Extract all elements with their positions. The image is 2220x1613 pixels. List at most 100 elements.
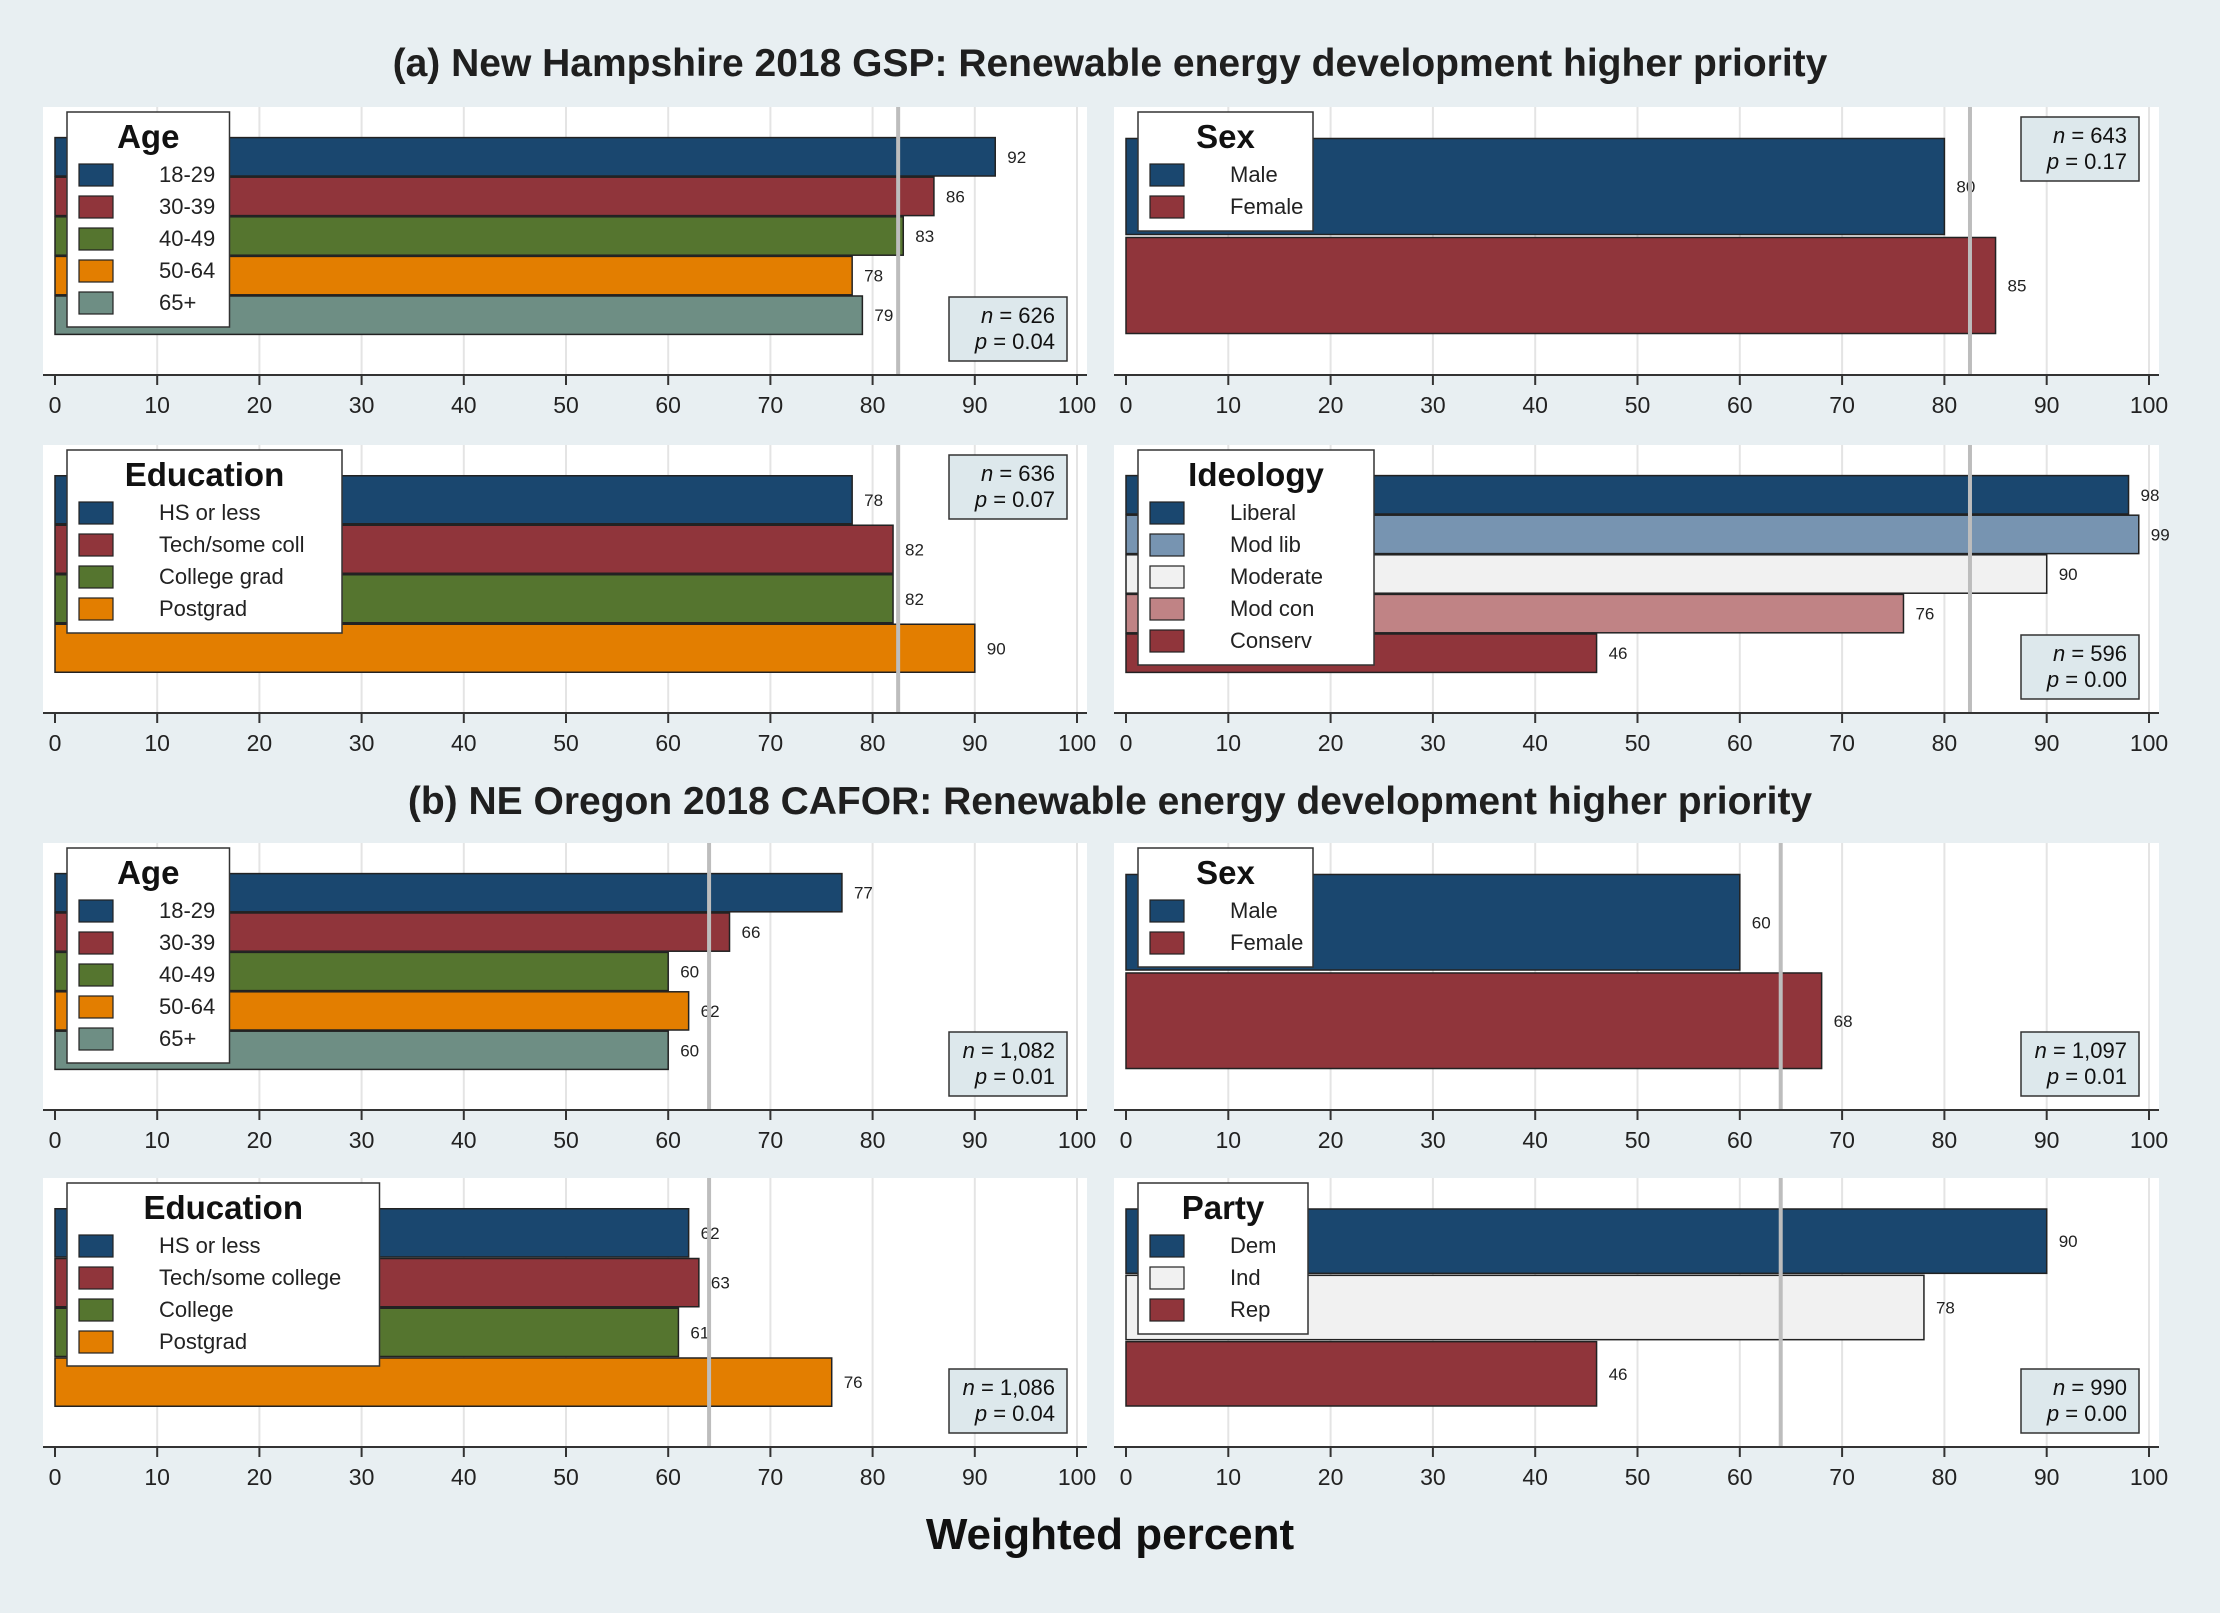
legend: Age 18-29 30-39 40-49 50-64 65+ [66, 847, 231, 1064]
x-tick-label: 90 [2034, 1127, 2060, 1153]
legend-swatch [78, 1266, 114, 1290]
legend-box [66, 1182, 381, 1367]
legend-item: College [159, 1297, 234, 1322]
legend-item: 30-39 [159, 194, 215, 219]
x-tick-label: 100 [1058, 392, 1096, 418]
x-tick-label: 100 [1058, 1464, 1096, 1490]
stats-n: n = 643 [2053, 123, 2127, 148]
x-tick-label: 30 [349, 1464, 375, 1490]
stats-p: p = 0.17 [2046, 149, 2127, 174]
x-tick-label: 40 [451, 1127, 477, 1153]
stats-box-frame [948, 1368, 1068, 1434]
bar-female [1125, 236, 1997, 335]
bar-female [1125, 972, 1823, 1070]
x-tick-label: 20 [1318, 1127, 1344, 1153]
x-tick-label: 10 [144, 392, 170, 418]
legend: Sex Male Female [1137, 847, 1314, 968]
data-label: 90 [987, 639, 1006, 658]
x-tick-label: 50 [1625, 1464, 1651, 1490]
data-label: 90 [2059, 565, 2078, 584]
legend-swatch [1149, 1298, 1185, 1322]
legend-swatch [1149, 899, 1185, 923]
legend-title: Education [143, 1189, 303, 1226]
bar-rep [1125, 1340, 1598, 1407]
x-tick-label: 0 [49, 1127, 62, 1153]
x-tick-label: 70 [1829, 730, 1855, 756]
x-tick-label: 50 [1625, 730, 1651, 756]
stats-p: p = 0.01 [974, 1064, 1055, 1089]
legend-item: Tech/some coll [159, 532, 305, 557]
legend-swatch [78, 1298, 114, 1322]
legend-swatch [78, 501, 114, 525]
stats-box-frame [948, 296, 1068, 362]
legend-swatch [1149, 931, 1185, 955]
x-tick-label: 90 [2034, 730, 2060, 756]
x-tick-label: 30 [349, 1127, 375, 1153]
panel-b-party: 90 78 46 0 10 20 30 40 50 60 70 80 90 100 Party Dem Ind R… [1114, 1178, 2168, 1490]
x-tick-label: 20 [247, 392, 273, 418]
x-tick-label: 0 [1120, 392, 1133, 418]
legend-item: Conserv [1230, 628, 1312, 653]
legend-swatch [78, 163, 114, 187]
data-label: 78 [864, 491, 883, 510]
data-label: 86 [946, 187, 965, 206]
legend-item: Female [1230, 194, 1303, 219]
data-label: 79 [874, 306, 893, 325]
x-tick-label: 60 [655, 1127, 681, 1153]
x-tick-label: 10 [144, 1464, 170, 1490]
legend-title: Sex [1196, 854, 1255, 891]
legend: Ideology Liberal Mod lib Moderate Mod con Con… [1137, 449, 1375, 666]
data-label: 90 [2059, 1232, 2078, 1251]
legend-item: Ind [1230, 1265, 1261, 1290]
legend-item: Mod lib [1230, 532, 1301, 557]
stats-box-frame [948, 1031, 1068, 1097]
stats-p: p = 0.04 [974, 1401, 1055, 1426]
x-tick-label: 30 [1420, 392, 1446, 418]
x-tick-label: 20 [247, 1127, 273, 1153]
x-tick-label: 40 [1522, 392, 1548, 418]
x-tick-label: 70 [758, 1127, 784, 1153]
legend-item: 65+ [159, 290, 196, 315]
x-tick-label: 0 [1120, 1464, 1133, 1490]
x-tick-label: 20 [1318, 392, 1344, 418]
x-tick-label: 50 [553, 1127, 579, 1153]
data-label: 63 [711, 1274, 730, 1293]
legend-item: 30-39 [159, 930, 215, 955]
x-tick-label: 0 [49, 730, 62, 756]
legend-swatch [1149, 565, 1185, 589]
legend-title: Party [1182, 1189, 1265, 1226]
legend-item: 18-29 [159, 898, 215, 923]
legend: Education HS or less Tech/some coll College… [66, 449, 343, 634]
x-tick-label: 20 [247, 730, 273, 756]
data-label: 99 [2151, 525, 2170, 544]
legend-item: 50-64 [159, 994, 215, 1019]
legend-swatch [78, 533, 114, 557]
stats-n: n = 990 [2053, 1375, 2127, 1400]
x-tick-label: 90 [2034, 392, 2060, 418]
x-tick-label: 60 [1727, 1127, 1753, 1153]
legend-box [66, 111, 231, 328]
x-tick-label: 100 [2130, 1127, 2168, 1153]
legend: Education HS or less Tech/some college Coll… [66, 1182, 381, 1367]
x-tick-label: 80 [1932, 730, 1958, 756]
data-label: 76 [1915, 605, 1934, 624]
x-tick-label: 10 [1216, 1464, 1242, 1490]
x-tick-label: 70 [1829, 392, 1855, 418]
x-tick-label: 20 [247, 1464, 273, 1490]
section-a-title: (a) New Hampshire 2018 GSP: Renewable en… [392, 42, 1828, 85]
x-tick-label: 0 [1120, 730, 1133, 756]
legend-swatch [78, 963, 114, 987]
legend-item: Tech/some college [159, 1265, 341, 1290]
data-label: 98 [2141, 486, 2160, 505]
legend-item: Postgrad [159, 1329, 247, 1354]
x-tick-label: 60 [655, 730, 681, 756]
legend-swatch [78, 931, 114, 955]
legend-item: 40-49 [159, 226, 215, 251]
x-tick-label: 40 [1522, 1464, 1548, 1490]
panel-b-education: 626361760102030405060708090100EducationH… [43, 1178, 1096, 1490]
stats-n: n = 1,097 [2035, 1038, 2127, 1063]
